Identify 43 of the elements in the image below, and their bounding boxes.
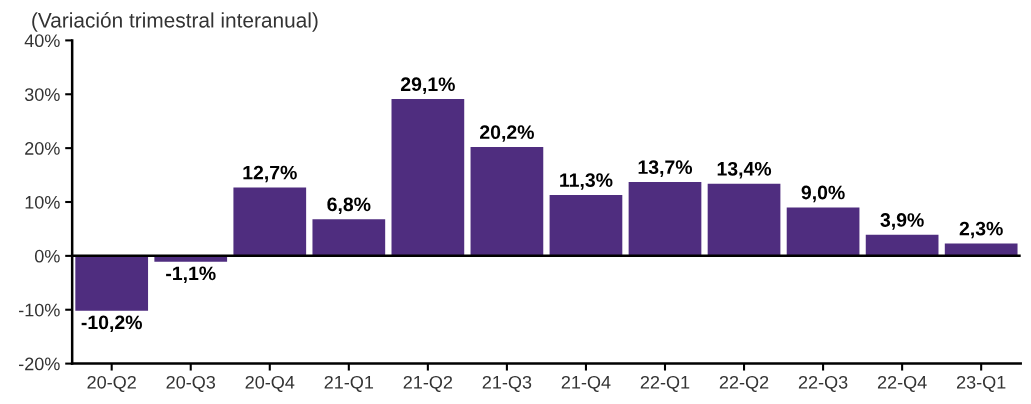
x-tick-label: 23-Q1 (956, 375, 1006, 392)
data-label: 13,4% (717, 161, 772, 179)
x-tick-label: 22-Q1 (640, 375, 690, 392)
bar (233, 187, 307, 256)
bar (470, 147, 544, 256)
x-tick-label: 21-Q3 (482, 375, 532, 392)
y-tick-label: -20% (19, 357, 60, 371)
x-tick-label: 20-Q3 (166, 375, 216, 392)
bar (786, 207, 860, 256)
data-label: 9,0% (801, 185, 845, 203)
bar (865, 234, 939, 256)
y-tick-label: 0% (34, 249, 60, 263)
y-tick-label: -10% (19, 303, 60, 317)
data-label: 29,1% (400, 77, 455, 94)
bar (707, 183, 781, 256)
x-tick-label: 20-Q4 (245, 375, 295, 392)
y-tick-label: 20% (25, 142, 60, 155)
x-tick-label: 22-Q4 (877, 375, 927, 392)
x-tick-label: 21-Q4 (561, 375, 611, 392)
y-tick-label: 40% (24, 34, 60, 48)
x-tick-label: 22-Q2 (719, 375, 769, 392)
data-label: 2,3% (959, 221, 1003, 239)
x-tick-label: 21-Q1 (324, 375, 374, 392)
bar (549, 195, 623, 256)
x-tick-label: 21-Q2 (403, 375, 453, 392)
data-label: -1,1% (166, 266, 216, 284)
data-label: 3,9% (880, 213, 924, 230)
y-tick-label: 10% (25, 195, 60, 209)
chart-subtitle: (Variación trimestral interanual) (32, 12, 318, 32)
bar (312, 219, 386, 256)
data-label: -10,2% (81, 315, 142, 333)
data-label: 11,3% (560, 173, 613, 190)
x-tick-label: 20-Q2 (87, 375, 136, 392)
bar (944, 243, 1018, 256)
y-tick-label: 30% (24, 88, 60, 101)
data-label: 12,7% (243, 165, 297, 183)
bar (628, 182, 702, 256)
bar (391, 99, 465, 256)
x-tick-label: 22-Q3 (798, 375, 848, 392)
bar (75, 255, 149, 311)
data-label: 13,7% (638, 160, 693, 177)
data-label: 20,2% (480, 125, 534, 142)
data-label: 6,8% (327, 197, 371, 215)
